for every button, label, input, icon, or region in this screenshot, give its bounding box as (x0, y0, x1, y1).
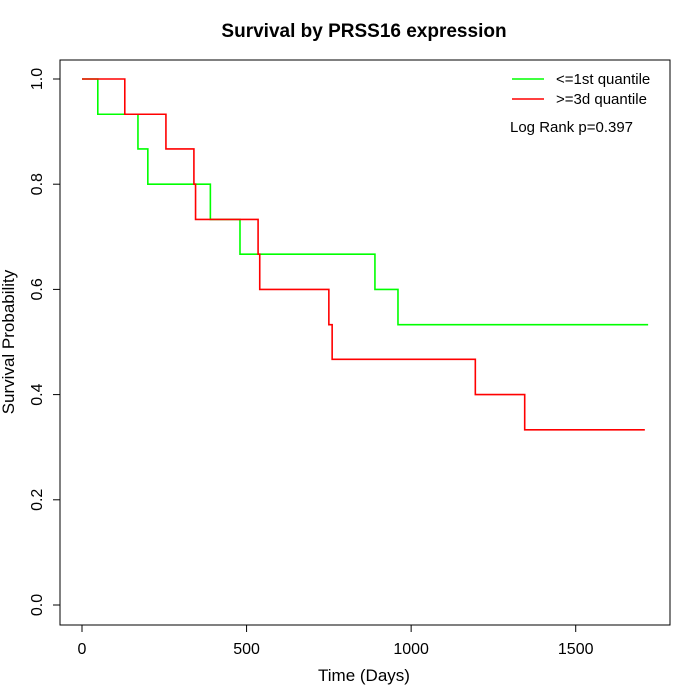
log-rank-annotation: Log Rank p=0.397 (510, 119, 633, 136)
series-layer (82, 78, 649, 431)
x-tick-label: 1500 (558, 641, 594, 658)
legend-label-2: >=3d quantile (556, 91, 647, 108)
chart-title: Survival by PRSS16 expression (221, 21, 506, 42)
y-tick-label: 0.0 (29, 594, 46, 616)
y-tick-label: 0.8 (29, 173, 46, 195)
y-tick-label: 0.2 (29, 489, 46, 511)
x-tick-label: 1000 (393, 641, 429, 658)
x-axis: 0 500 1000 1500 (78, 624, 594, 658)
y-axis: 0.0 0.2 0.4 0.6 0.8 1.0 (29, 68, 61, 616)
x-axis-title: Time (Days) (318, 666, 410, 685)
series-line-2 (82, 78, 645, 431)
x-tick-label: 0 (78, 641, 87, 658)
legend: <=1st quantile >=3d quantile (512, 71, 650, 108)
legend-label-1: <=1st quantile (556, 71, 650, 88)
y-tick-label: 1.0 (29, 68, 46, 90)
y-tick-label: 0.6 (29, 278, 46, 300)
y-tick-label: 0.4 (29, 383, 46, 405)
y-axis-title: Survival Probability (0, 269, 18, 414)
x-tick-label: 500 (233, 641, 260, 658)
series-line-1 (82, 78, 649, 326)
plot-frame (59, 59, 671, 626)
